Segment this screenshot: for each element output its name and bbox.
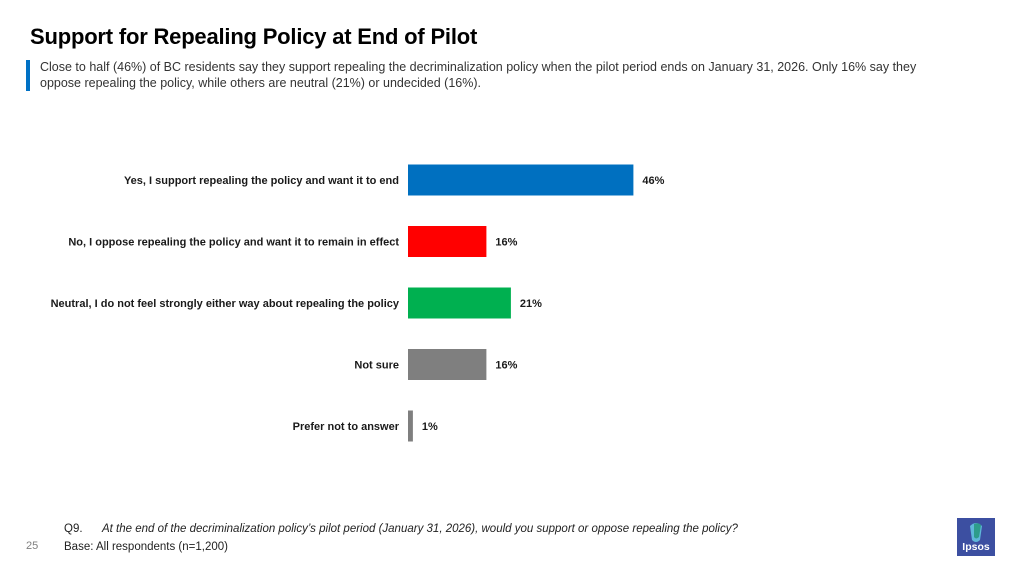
- question-text: At the end of the decriminalization poli…: [102, 523, 738, 535]
- page-number: 25: [26, 540, 39, 552]
- bar: [408, 349, 487, 380]
- subtitle-text: Close to half (46%) of BC residents say …: [40, 60, 917, 90]
- category-label: Prefer not to answer: [293, 421, 400, 433]
- data-label: 46%: [642, 175, 664, 187]
- base-footnote: Base: All respondents (n=1,200): [64, 541, 228, 553]
- ipsos-logo-text: Ipsos: [962, 541, 990, 553]
- bar: [408, 226, 487, 257]
- bar-chart: Yes, I support repealing the policy and …: [51, 164, 665, 442]
- category-label: Neutral, I do not feel strongly either w…: [51, 298, 400, 310]
- ipsos-logo-icon: [957, 518, 995, 556]
- bar: [408, 287, 511, 319]
- question-number: Q9.: [64, 523, 83, 535]
- data-label: 1%: [422, 421, 438, 433]
- data-label: 16%: [495, 360, 517, 372]
- data-label: 21%: [520, 298, 542, 310]
- data-label: 16%: [495, 237, 517, 249]
- ipsos-logo: Ipsos: [957, 518, 995, 556]
- category-label: Not sure: [354, 360, 399, 372]
- subtitle-accent-bar: [26, 60, 30, 91]
- category-label: Yes, I support repealing the policy and …: [124, 175, 399, 187]
- question-footnote: Q9. At the end of the decriminalization p…: [64, 523, 738, 535]
- category-label: No, I oppose repealing the policy and wa…: [68, 237, 399, 249]
- bar: [408, 164, 634, 196]
- bar: [408, 410, 413, 442]
- page-title: Support for Repealing Policy at End of P…: [30, 24, 478, 49]
